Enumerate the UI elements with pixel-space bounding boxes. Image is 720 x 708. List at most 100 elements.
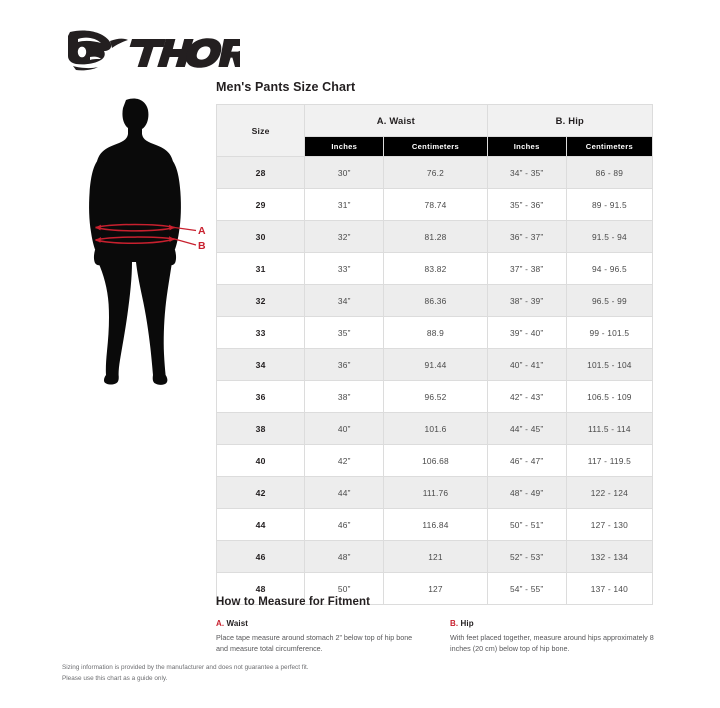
- how-to-measure-section: How to Measure for Fitment A. Waist Plac…: [216, 596, 661, 654]
- table-header-row-groups: Size A. Waist B. Hip: [215, 103, 654, 157]
- cell-size: 28: [215, 156, 306, 189]
- hip-arrowheads: [95, 236, 175, 243]
- cell-value: 94 - 96.5: [565, 252, 654, 285]
- cell-value: 81.28: [383, 220, 488, 253]
- table-header-row-units: Inches Centimeters Inches Centimeters: [217, 136, 654, 157]
- marker-a-label: A: [198, 225, 206, 237]
- cell-size: 34: [215, 348, 306, 381]
- cell-value: 106.68: [383, 444, 488, 477]
- cell-value: 46”: [304, 508, 385, 541]
- size-chart-section: Men's Pants Size Chart Size A. Waist B. …: [215, 80, 654, 605]
- cell-size: 46: [215, 540, 306, 573]
- column-header-waist-inches: Inches: [304, 136, 385, 157]
- waist-mark-label: A.: [216, 619, 225, 628]
- disclaimer-line-2: Please use this chart as a guide only.: [62, 674, 168, 682]
- table-row: 36 38” 96.52 42” - 43” 106.5 - 109: [215, 380, 654, 413]
- disclaimer: Sizing information is provided by the ma…: [62, 663, 462, 685]
- hip-mark-label: B.: [450, 619, 459, 628]
- cell-value: 106.5 - 109: [565, 380, 654, 413]
- how-to-measure-waist-heading: A. Waist: [216, 619, 424, 628]
- cell-size: 38: [215, 412, 306, 445]
- table-row: 30 32” 81.28 36” - 37” 91.5 - 94: [215, 220, 654, 253]
- table-row: 42 44” 111.76 48” - 49” 122 - 124: [215, 476, 654, 509]
- cell-value: 36”: [304, 348, 385, 381]
- cell-value: 48” - 49”: [486, 476, 567, 509]
- cell-value: 86 - 89: [565, 156, 654, 189]
- cell-value: 127: [383, 572, 488, 605]
- cell-value: 44” - 45”: [486, 412, 567, 445]
- cell-value: 122 - 124: [565, 476, 654, 509]
- cell-value: 38”: [304, 380, 385, 413]
- hip-name-label: Hip: [460, 619, 474, 628]
- how-to-measure-hip-text: With feet placed together, measure aroun…: [450, 633, 654, 654]
- cell-value: 52” - 53”: [486, 540, 567, 573]
- cell-value: 33”: [304, 252, 385, 285]
- cell-value: 40” - 41”: [486, 348, 567, 381]
- table-row: 44 46” 116.84 50” - 51” 127 - 130: [215, 508, 654, 541]
- cell-value: 99 - 101.5: [565, 316, 654, 349]
- column-group-waist: A. Waist: [304, 103, 488, 138]
- cell-value: 96.52: [383, 380, 488, 413]
- table-row: 28 30” 76.2 34” - 35” 86 - 89: [215, 156, 654, 189]
- cell-value: 83.82: [383, 252, 488, 285]
- cell-value: 54” - 55”: [486, 572, 567, 605]
- table-body: 28 30” 76.2 34” - 35” 86 - 89 29 31” 78.74 35” -…: [215, 156, 654, 605]
- cell-size: 42: [215, 476, 306, 509]
- cell-value: 46” - 47”: [486, 444, 567, 477]
- cell-value: 48”: [304, 540, 385, 573]
- cell-value: 42” - 43”: [486, 380, 567, 413]
- cell-value: 50”: [304, 572, 385, 605]
- table-header: Size A. Waist B. Hip Inches Centimeters …: [215, 103, 654, 157]
- waist-leader-line: [174, 226, 197, 232]
- cell-size: 30: [215, 220, 306, 253]
- cell-value: 76.2: [383, 156, 488, 189]
- table-row: 32 34” 86.36 38” - 39” 96.5 - 99: [215, 284, 654, 317]
- table-row: 29 31” 78.74 35” - 36” 89 - 91.5: [215, 188, 654, 221]
- cell-value: 121: [383, 540, 488, 573]
- cell-value: 91.44: [383, 348, 488, 381]
- cell-value: 40”: [304, 412, 385, 445]
- cell-size: 40: [215, 444, 306, 477]
- cell-value: 78.74: [383, 188, 488, 221]
- table-row: 40 42” 106.68 46” - 47” 117 - 119.5: [215, 444, 654, 477]
- body-measurement-illustration: A B: [76, 96, 208, 388]
- waist-name-label: Waist: [226, 619, 249, 628]
- cell-value: 86.36: [383, 284, 488, 317]
- cell-size: 32: [215, 284, 306, 317]
- thor-helmet-icon: [68, 30, 240, 71]
- column-header-size: Size: [215, 104, 306, 157]
- cell-size: 44: [215, 508, 306, 541]
- cell-value: 101.5 - 104: [565, 348, 654, 381]
- table-row: 38 40” 101.6 44” - 45” 111.5 - 114: [215, 412, 654, 445]
- table-row: 34 36” 91.44 40” - 41” 101.5 - 104: [215, 348, 654, 381]
- cell-size: 29: [215, 188, 306, 221]
- disclaimer-line-1: Sizing information is provided by the ma…: [62, 664, 309, 671]
- table-row: 46 48” 121 52” - 53” 132 - 134: [215, 540, 654, 573]
- cell-value: 36” - 37”: [486, 220, 567, 253]
- waist-arrowheads: [95, 224, 175, 231]
- page-title: Men's Pants Size Chart: [216, 80, 356, 94]
- cell-value: 127 - 130: [565, 508, 654, 541]
- column-header-waist-centimeters: Centimeters: [383, 136, 488, 157]
- cell-size: 36: [215, 380, 306, 413]
- how-to-measure-hip-heading: B. Hip: [450, 619, 658, 628]
- cell-value: 91.5 - 94: [565, 220, 654, 253]
- cell-value: 117 - 119.5: [565, 444, 654, 477]
- cell-value: 35” - 36”: [486, 188, 567, 221]
- how-to-measure-waist: A. Waist Place tape measure around stoma…: [216, 619, 424, 654]
- cell-value: 35”: [304, 316, 385, 349]
- column-header-hip-inches: Inches: [486, 136, 567, 157]
- cell-value: 30”: [304, 156, 385, 189]
- table-row: 31 33” 83.82 37” - 38” 94 - 96.5: [215, 252, 654, 285]
- cell-value: 88.9: [383, 316, 488, 349]
- cell-value: 116.84: [383, 508, 488, 541]
- size-chart-table: Size A. Waist B. Hip Inches Centimeters …: [215, 103, 654, 605]
- cell-value: 96.5 - 99: [565, 284, 654, 317]
- cell-value: 42”: [304, 444, 385, 477]
- cell-value: 38” - 39”: [486, 284, 567, 317]
- cell-value: 34”: [304, 284, 385, 317]
- how-to-measure-waist-text: Place tape measure around stomach 2” bel…: [216, 633, 413, 654]
- cell-value: 89 - 91.5: [565, 188, 654, 221]
- cell-value: 50” - 51”: [486, 508, 567, 541]
- how-to-measure-title: How to Measure for Fitment: [216, 596, 371, 608]
